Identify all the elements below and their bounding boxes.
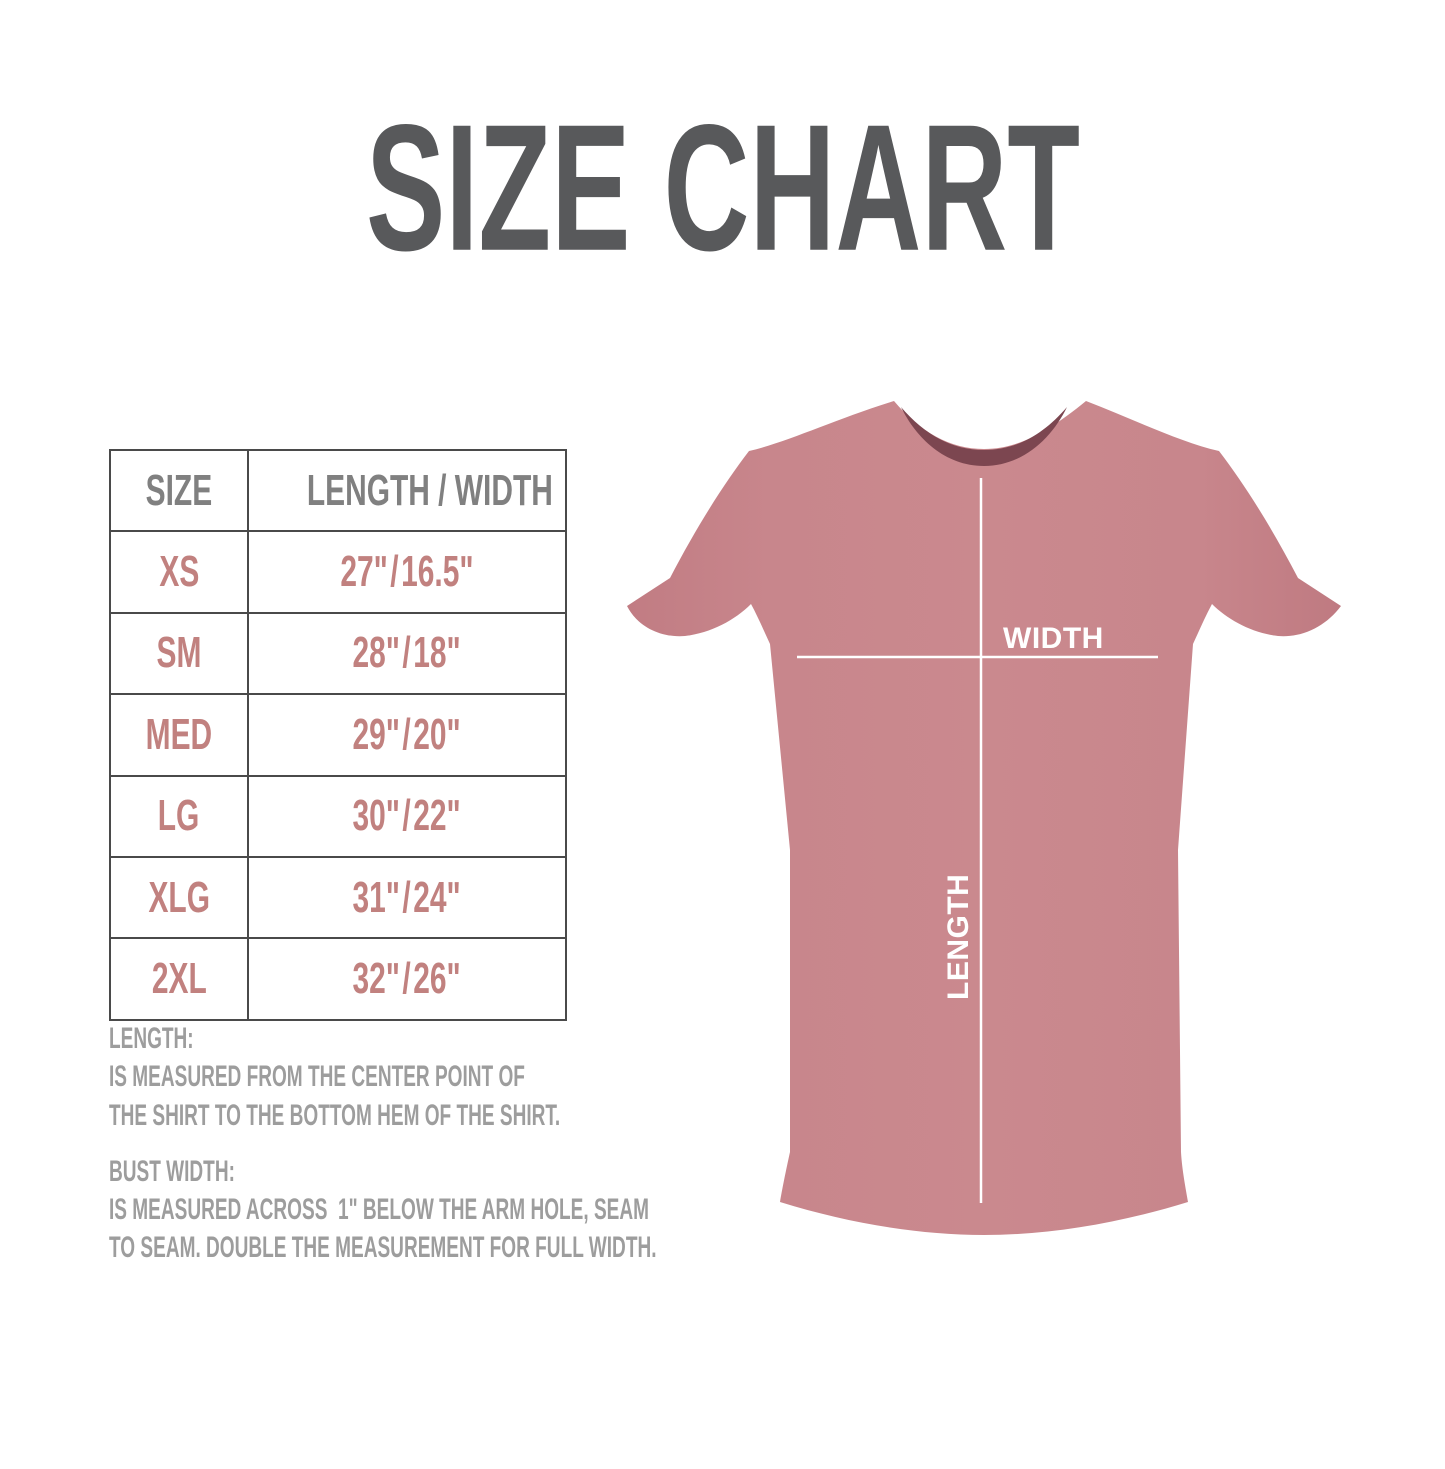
svg-text:LENGTH: LENGTH: [942, 874, 975, 1000]
svg-text:WIDTH: WIDTH: [1003, 622, 1104, 655]
